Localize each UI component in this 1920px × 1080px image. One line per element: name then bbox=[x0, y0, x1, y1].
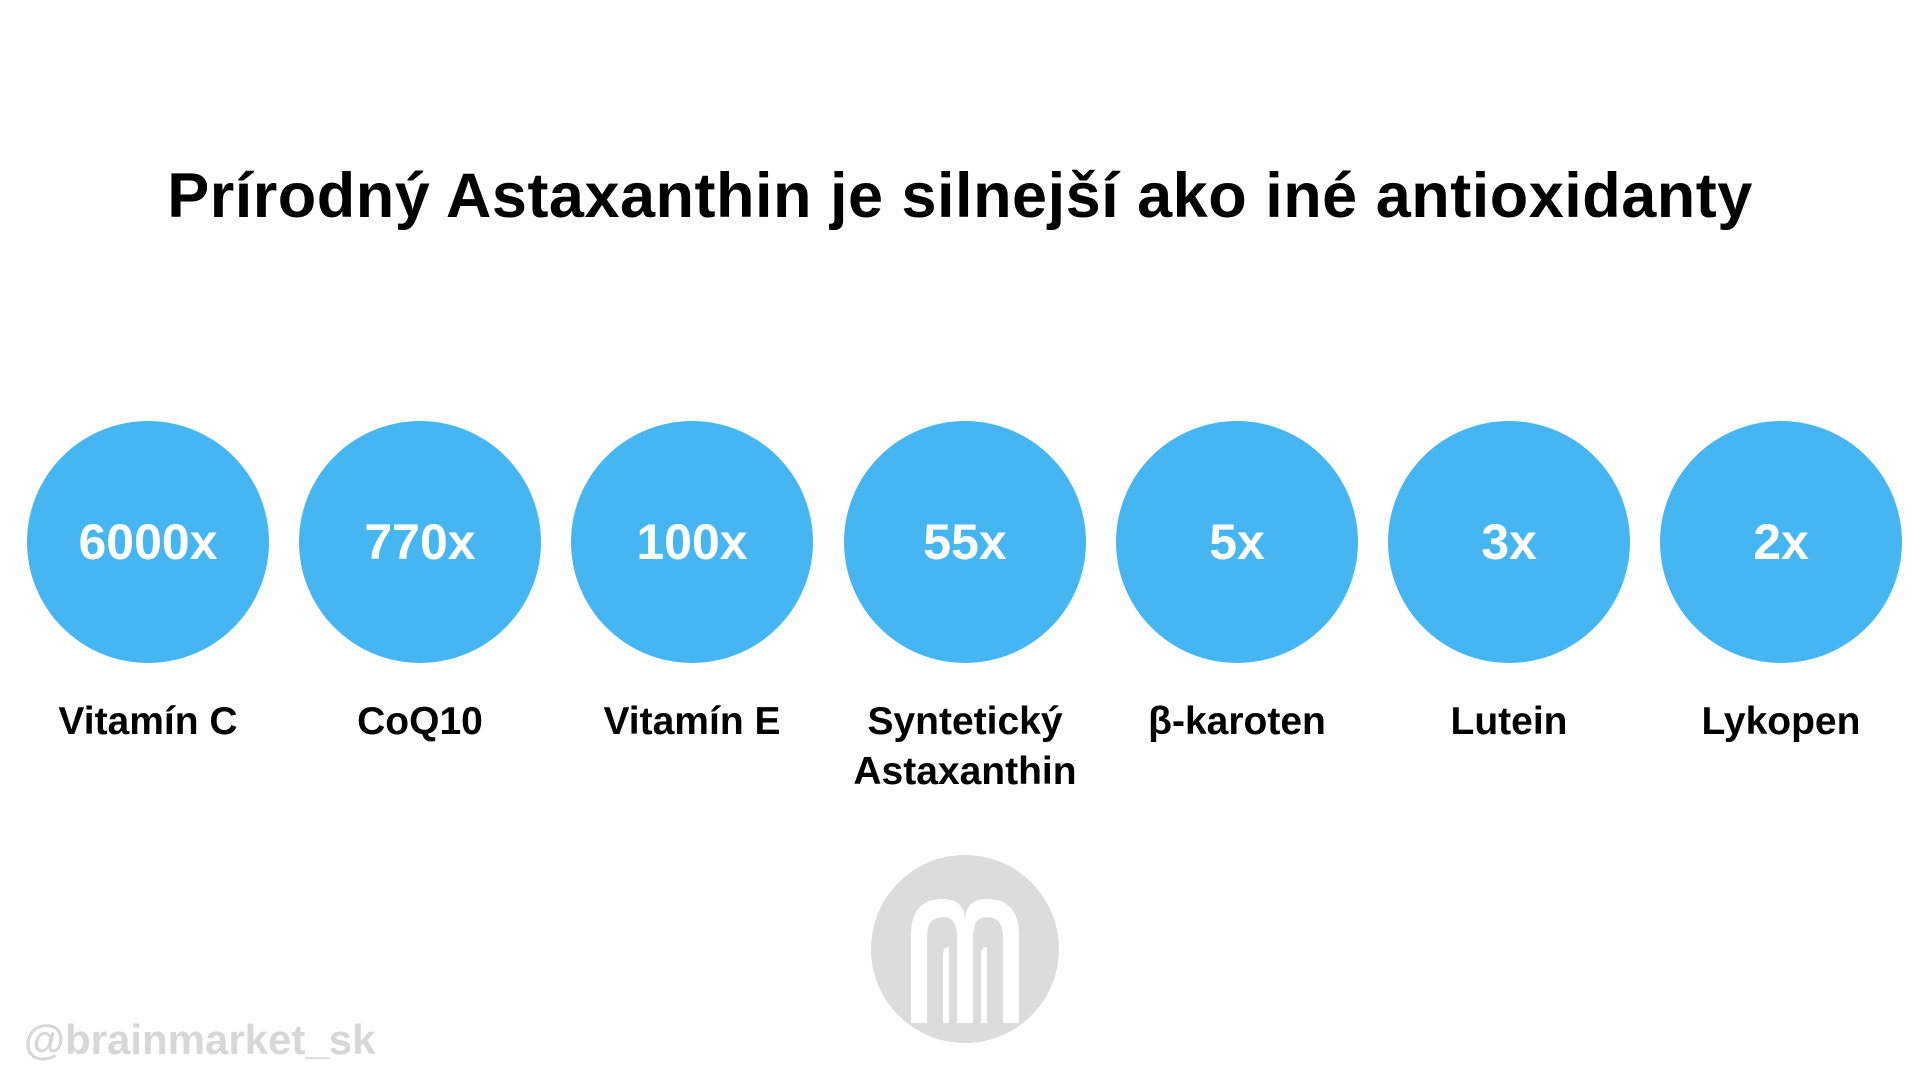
factor-value: 2x bbox=[1753, 514, 1809, 570]
logo-inner-lines bbox=[943, 947, 987, 1023]
factor-circle: 100x bbox=[571, 421, 813, 663]
antioxidant-label: Vitamín E bbox=[603, 700, 781, 743]
antioxidant-label: Lutein bbox=[1450, 700, 1568, 743]
antioxidant-label: Vitamín C bbox=[58, 700, 238, 743]
factor-circle: 55x bbox=[844, 421, 1086, 663]
factor-value: 770x bbox=[364, 514, 476, 570]
antioxidant-item-vitamin-c: 6000x Vitamín C bbox=[0, 421, 298, 747]
antioxidant-item-beta-carotene: 5x β-karoten bbox=[1087, 421, 1387, 747]
antioxidant-label: Syntetický Astaxanthin bbox=[853, 700, 1077, 793]
factor-value: 6000x bbox=[78, 514, 218, 570]
antioxidant-item-synthetic-astaxanthin: 55x Syntetický Astaxanthin bbox=[815, 421, 1115, 797]
antioxidant-item-lycopene: 2x Lykopen bbox=[1631, 421, 1920, 747]
brainmarket-logo-icon bbox=[871, 855, 1059, 1043]
factor-value: 100x bbox=[636, 514, 748, 570]
factor-circle: 3x bbox=[1388, 421, 1630, 663]
factor-circle: 770x bbox=[299, 421, 541, 663]
antioxidant-item-coq10: 770x CoQ10 bbox=[270, 421, 570, 747]
antioxidant-item-lutein: 3x Lutein bbox=[1359, 421, 1659, 747]
antioxidant-label: Lykopen bbox=[1701, 700, 1861, 743]
logo-outer-mark bbox=[911, 899, 1019, 1023]
factor-value: 5x bbox=[1209, 514, 1265, 570]
antioxidant-label: CoQ10 bbox=[357, 700, 483, 743]
antioxidant-comparison-row: 6000x Vitamín C 770x CoQ10 100x Vitamín … bbox=[0, 421, 1920, 821]
factor-circle: 2x bbox=[1660, 421, 1902, 663]
page-title: Prírodný Astaxanthin je silnejší ako iné… bbox=[167, 161, 1753, 231]
factor-circle: 5x bbox=[1116, 421, 1358, 663]
antioxidant-item-vitamin-e: 100x Vitamín E bbox=[542, 421, 842, 747]
antioxidant-label: β-karoten bbox=[1148, 700, 1326, 743]
factor-value: 3x bbox=[1481, 514, 1537, 570]
social-handle: @brainmarket_sk bbox=[24, 1016, 376, 1063]
logo-inner-mark bbox=[935, 937, 995, 1023]
factor-circle: 6000x bbox=[27, 421, 269, 663]
factor-value: 55x bbox=[923, 514, 1007, 570]
